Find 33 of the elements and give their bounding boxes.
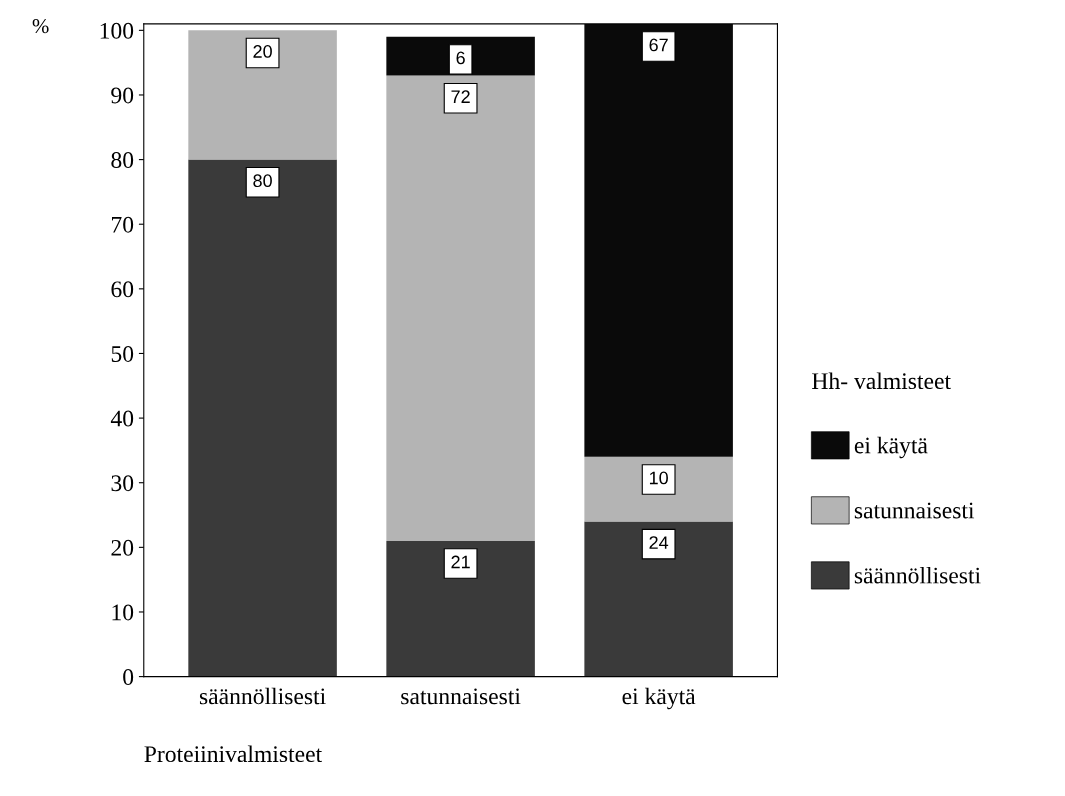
legend-title: Hh- valmisteet xyxy=(812,372,951,390)
y-tick-label: 80 xyxy=(111,152,134,169)
y-tick-label: 30 xyxy=(111,475,134,492)
data-label: 80 xyxy=(253,174,272,188)
y-tick-label: 40 xyxy=(110,410,134,427)
x-tick-label: säännöllisesti xyxy=(199,687,326,705)
legend-label: ei käytä xyxy=(854,436,928,459)
y-tick-label: 50 xyxy=(111,345,134,362)
x-tick-label: satunnaisesti xyxy=(401,688,521,705)
bar xyxy=(188,159,337,677)
y-tick-label: 0 xyxy=(123,669,134,686)
y-tick-label: 70 xyxy=(112,216,134,233)
y-tick-label: 100 xyxy=(100,22,134,39)
bar xyxy=(386,75,535,541)
bar xyxy=(188,30,337,160)
x-tick-label: ei käytä xyxy=(622,687,696,710)
y-tick-label: 20 xyxy=(111,539,134,556)
data-label: 72 xyxy=(451,90,470,103)
y-tick-label: 90 xyxy=(111,87,134,104)
data-label: 10 xyxy=(649,471,668,485)
data-label: 21 xyxy=(451,555,470,569)
legend-label: satunnaisesti xyxy=(854,502,975,519)
legend-label: säännöllisesti xyxy=(854,566,981,584)
data-label: 24 xyxy=(649,536,669,549)
data-label: 67 xyxy=(649,38,668,52)
bar xyxy=(584,521,733,677)
y-axis-title: % xyxy=(32,19,49,34)
bar xyxy=(386,540,535,677)
data-label: 6 xyxy=(456,51,465,65)
y-tick-label: 10 xyxy=(112,604,134,621)
x-axis-title: Proteiinivalmisteet xyxy=(144,745,322,763)
data-label: 20 xyxy=(253,45,272,58)
y-tick-label: 60 xyxy=(111,281,134,298)
